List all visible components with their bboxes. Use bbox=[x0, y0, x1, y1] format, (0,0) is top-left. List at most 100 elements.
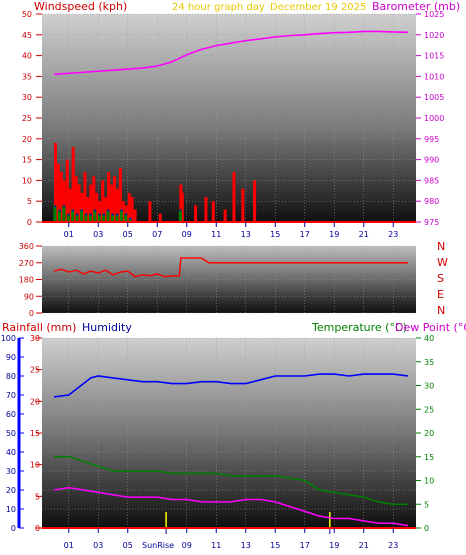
compass-letter: N bbox=[437, 240, 445, 253]
tick-label: 1005 bbox=[424, 93, 444, 102]
wind-average-bar bbox=[53, 205, 57, 222]
tick-label: 1010 bbox=[424, 72, 444, 81]
series-line bbox=[53, 486, 409, 527]
wind-gust-bar bbox=[53, 142, 57, 222]
wind-average-bar bbox=[111, 213, 114, 222]
tick-label: 17 bbox=[300, 230, 310, 239]
tick-label: 01 bbox=[64, 541, 74, 550]
wind-average-cap bbox=[98, 213, 101, 216]
tick-label: 17 bbox=[300, 541, 310, 550]
wind-gust-bar bbox=[115, 188, 119, 222]
tick-label: 40 bbox=[424, 334, 434, 343]
wind-gust-bar bbox=[118, 167, 122, 222]
tick-label: 03 bbox=[93, 230, 103, 239]
tick-label: 90 bbox=[6, 353, 16, 362]
tick-label: 1020 bbox=[424, 31, 444, 40]
wind-gust-bar bbox=[101, 180, 105, 222]
wind-average-bar bbox=[66, 213, 70, 222]
tick-label: 20 bbox=[22, 135, 32, 144]
top-x-tick-labels: 01 03 05 07 09 11 13 15 17 19 21 23 bbox=[64, 222, 398, 239]
wind-gust-bar bbox=[180, 192, 184, 222]
tick-label: 07 bbox=[152, 230, 162, 239]
tick-label: 20 bbox=[424, 429, 434, 438]
wind-average-cap bbox=[120, 209, 123, 212]
wind-gust-bar bbox=[59, 172, 63, 222]
wind-gust-bar bbox=[158, 213, 162, 222]
tick-label: 09 bbox=[182, 230, 192, 239]
barometer-axis-title: Barometer (mb) bbox=[372, 0, 460, 13]
compass-letter: S bbox=[437, 272, 444, 285]
tick-label: 100 bbox=[1, 334, 16, 343]
tick-label: 0 bbox=[29, 309, 34, 318]
tick-label: 19 bbox=[329, 541, 339, 550]
wind-gust-bar bbox=[65, 159, 69, 222]
wind-gust-bar bbox=[68, 188, 72, 222]
wind-gust-bar bbox=[83, 172, 87, 222]
wind-gust-bar bbox=[194, 205, 198, 222]
wind-average-bar bbox=[93, 209, 97, 222]
wind-gust-bar bbox=[253, 180, 257, 222]
wind-gust-bar bbox=[71, 147, 75, 222]
tick-label: 09 bbox=[182, 541, 192, 550]
tick-label: 35 bbox=[22, 72, 32, 81]
wind-average-cap bbox=[94, 209, 96, 212]
tick-label: 05 bbox=[123, 541, 133, 550]
wind-direction-line bbox=[53, 257, 408, 278]
tick-label: 10 bbox=[424, 477, 434, 486]
wind-gust-bar bbox=[104, 197, 108, 222]
wind-average-cap bbox=[76, 213, 79, 216]
tick-label: 25 bbox=[30, 366, 40, 375]
tick-label: 23 bbox=[388, 541, 398, 550]
tick-label: 5 bbox=[424, 500, 429, 509]
wind-average-cap bbox=[58, 209, 61, 212]
tick-label: 15 bbox=[270, 541, 280, 550]
wind-average-cap bbox=[85, 213, 87, 216]
tick-label: 10 bbox=[6, 505, 16, 514]
wind-gust-bar bbox=[110, 184, 114, 222]
barometer-series bbox=[53, 30, 409, 76]
wind-average-bar bbox=[62, 205, 66, 222]
wind-average-cap bbox=[129, 217, 132, 220]
tick-label: 21 bbox=[359, 230, 369, 239]
tick-label: 70 bbox=[6, 391, 16, 400]
wind-gust-bar bbox=[127, 192, 131, 222]
tick-label: 975 bbox=[424, 218, 439, 227]
bottom-x-tick-labels: 01 03 05 09 11 13 15 17 19 21 23 bbox=[64, 528, 398, 550]
wind-gust-bar bbox=[232, 172, 236, 222]
dewpoint-axis-title: Dew Point (°C) bbox=[395, 321, 466, 334]
wind-average-cap bbox=[125, 213, 127, 216]
tick-label: 11 bbox=[211, 541, 221, 550]
rainfall-axis-title: Rainfall (mm) bbox=[2, 321, 76, 334]
wind-gust-bar bbox=[56, 163, 60, 222]
wind-gust-bar bbox=[107, 172, 111, 222]
tick-label: 180 bbox=[19, 276, 34, 285]
tick-label: 23 bbox=[388, 230, 398, 239]
tick-label: 10 bbox=[30, 461, 40, 470]
wind-average-cap bbox=[67, 213, 70, 216]
wind-average-cap bbox=[89, 213, 92, 216]
temperature-tick-labels: 0 5 10 15 20 25 30 35 40 bbox=[416, 334, 434, 533]
windspeed-tick-labels: 0 5 10 15 20 25 30 35 40 45 50 bbox=[22, 10, 42, 227]
tick-label: 0 bbox=[27, 218, 32, 227]
tick-label: 1015 bbox=[424, 52, 444, 61]
tick-label: 1025 bbox=[424, 10, 444, 19]
wind-average-bar bbox=[115, 213, 119, 222]
wind-gust-bar bbox=[89, 184, 93, 222]
tick-label: 90 bbox=[24, 292, 34, 301]
tick-label: 21 bbox=[359, 541, 369, 550]
tick-label: 30 bbox=[6, 467, 16, 476]
compass-letter: W bbox=[437, 256, 448, 269]
sunrise-label: SunRise bbox=[142, 541, 174, 550]
tick-label: 985 bbox=[424, 176, 439, 185]
tick-label: 25 bbox=[424, 405, 434, 414]
wind-gust-bar bbox=[148, 201, 152, 222]
tick-label: 50 bbox=[22, 10, 32, 19]
tick-label: 30 bbox=[22, 93, 32, 102]
tick-label: 15 bbox=[424, 453, 434, 462]
tick-label: 0 bbox=[424, 524, 429, 533]
wind-gust-bar bbox=[130, 197, 134, 222]
tick-label: 80 bbox=[6, 372, 16, 381]
